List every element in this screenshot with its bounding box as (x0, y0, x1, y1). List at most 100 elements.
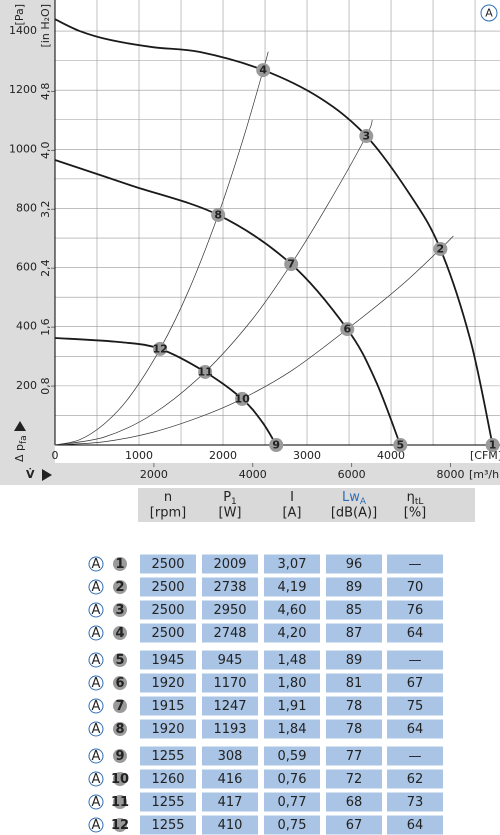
cell-bg (202, 719, 258, 739)
header-sub: 1 (231, 497, 237, 507)
cell-bg (326, 577, 382, 597)
x2-tick-label: 4000 (377, 449, 405, 462)
header-title: I (290, 490, 294, 505)
curve-badge (88, 698, 104, 714)
cell-bg (140, 719, 196, 739)
curve (54, 119, 373, 446)
curve-badge (88, 556, 104, 572)
cell: 87 (346, 626, 363, 641)
cell: 2500 (151, 603, 184, 618)
cell-bg (264, 577, 320, 597)
cell: 89 (346, 580, 363, 595)
point-label: 6 (343, 323, 351, 336)
curve-badge (88, 675, 104, 691)
cell-bg (387, 815, 443, 835)
header-title: P1 (223, 490, 237, 507)
y-arrow (14, 421, 26, 431)
point-label: 5 (396, 439, 404, 452)
point-label: 2 (437, 242, 445, 255)
curve-badge (88, 602, 104, 618)
point-label: 1 (115, 557, 124, 572)
curve-label: A (92, 580, 101, 595)
cell: 68 (346, 795, 363, 810)
cell: 0,77 (278, 795, 307, 810)
cell-bg (326, 746, 382, 766)
operating-point (198, 364, 213, 379)
cell: 1247 (213, 699, 246, 714)
cell-bg (387, 746, 443, 766)
cell: 1193 (213, 722, 246, 737)
curve-badge (88, 579, 104, 595)
cell-bg (202, 769, 258, 789)
point-label: 8 (115, 722, 124, 737)
cell-bg (387, 577, 443, 597)
point-label: 8 (214, 208, 222, 221)
cell: 0,76 (278, 772, 307, 787)
cell-bg (326, 815, 382, 835)
point-badge (113, 818, 127, 832)
cell: 78 (346, 699, 363, 714)
cell-bg (387, 650, 443, 670)
operating-point (340, 322, 355, 337)
curve-badge (88, 625, 104, 641)
header-sub: A (360, 497, 367, 507)
x2-unit: [CFM] (470, 449, 500, 462)
cell: 1,84 (278, 722, 307, 737)
cell: 2500 (151, 557, 184, 572)
point-label: 11 (111, 795, 129, 810)
point-label: 6 (115, 676, 124, 691)
curve-badge (88, 748, 104, 764)
cell-bg (202, 815, 258, 835)
x-unit: [m³/h] (469, 468, 500, 481)
point-label: 7 (115, 699, 124, 714)
cell-bg (387, 673, 443, 693)
y-label: Δ pfa (13, 435, 29, 462)
cell-bg (202, 792, 258, 812)
operating-point (433, 241, 448, 256)
cell-bg (140, 600, 196, 620)
header-unit: [rpm] (150, 506, 186, 521)
cell: 96 (346, 557, 363, 572)
point-badge (113, 676, 127, 690)
x2-tick-label: 2000 (209, 449, 237, 462)
cell-bg (264, 673, 320, 693)
y2-tick-label: 0,8 (39, 377, 52, 395)
cell-bg (387, 769, 443, 789)
cell-bg (140, 769, 196, 789)
point-badge (113, 795, 127, 809)
point-label: 5 (115, 653, 124, 668)
cell: 81 (346, 676, 363, 691)
header-text: η (407, 490, 415, 505)
cell: 64 (407, 722, 424, 737)
point-label: 4 (259, 64, 267, 77)
cell: 1,80 (278, 676, 307, 691)
y2-unit: [in H₂O] (39, 4, 52, 47)
cell: 76 (407, 603, 424, 618)
point-label: 2 (115, 580, 124, 595)
cell: 0,75 (278, 818, 307, 833)
header-unit: [dB(A)] (331, 506, 377, 521)
y2-tick-label: 2,4 (39, 259, 52, 277)
point-label: 3 (362, 130, 370, 143)
cell: 1915 (151, 699, 184, 714)
point-label: 1 (489, 439, 497, 452)
annotation: A (485, 7, 493, 20)
cell-bg (202, 577, 258, 597)
curve-label: A (92, 722, 101, 737)
cell-bg (264, 650, 320, 670)
point-badge (113, 580, 127, 594)
cell-bg (326, 673, 382, 693)
cell-bg (264, 815, 320, 835)
point-badge (113, 722, 127, 736)
curve-badge (88, 794, 104, 810)
x-arrow (42, 469, 52, 481)
cell: 1,48 (278, 653, 307, 668)
header-text: P (223, 490, 231, 505)
curve-badge (88, 652, 104, 668)
cell-bg (140, 673, 196, 693)
operating-point (153, 341, 168, 356)
header-unit: [W] (219, 506, 242, 521)
x2-tick-label: 3000 (293, 449, 321, 462)
cell: 2009 (213, 557, 246, 572)
cell: 3,07 (278, 557, 307, 572)
